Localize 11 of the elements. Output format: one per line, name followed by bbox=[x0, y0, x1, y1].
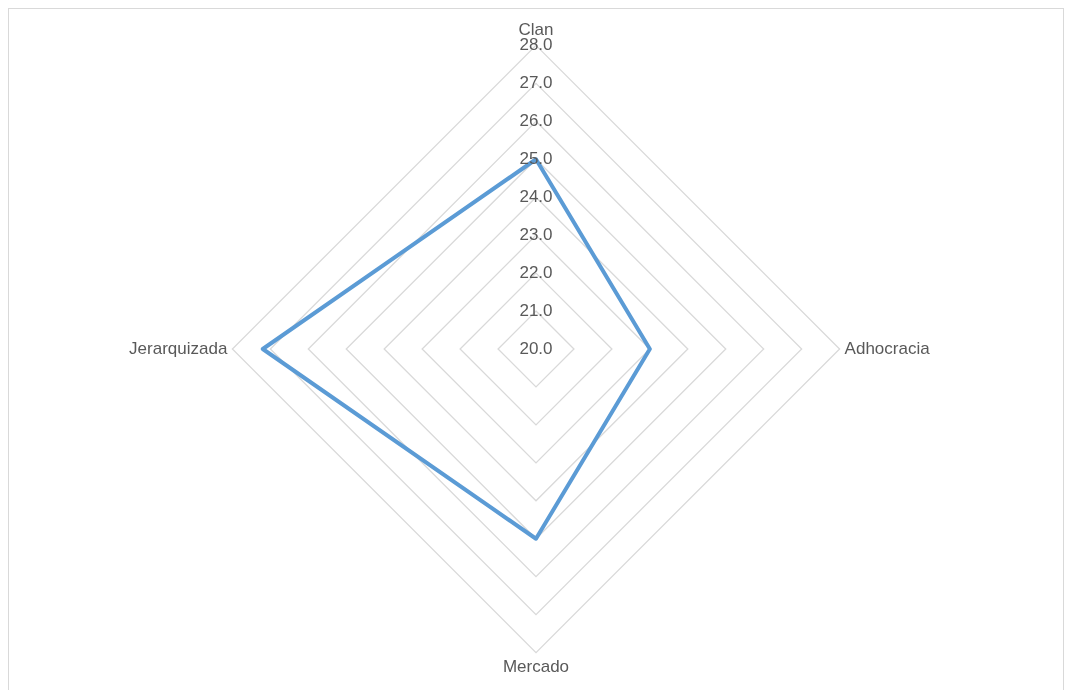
spoke-label: Jerarquizada bbox=[129, 338, 228, 358]
y-tick-label: 27.0 bbox=[519, 73, 553, 93]
spoke-label: Adhocracia bbox=[844, 338, 931, 358]
y-tick-label: 23.0 bbox=[519, 224, 553, 244]
y-tick-label: 26.0 bbox=[519, 110, 553, 130]
y-tick-label: 20.0 bbox=[519, 338, 553, 358]
y-tick-label: 21.0 bbox=[519, 300, 553, 320]
y-tick-label: 25.0 bbox=[519, 148, 553, 168]
y-tick-label: 24.0 bbox=[519, 186, 553, 206]
spoke-label: Mercado bbox=[502, 657, 570, 677]
y-tick-label: 22.0 bbox=[519, 262, 553, 282]
